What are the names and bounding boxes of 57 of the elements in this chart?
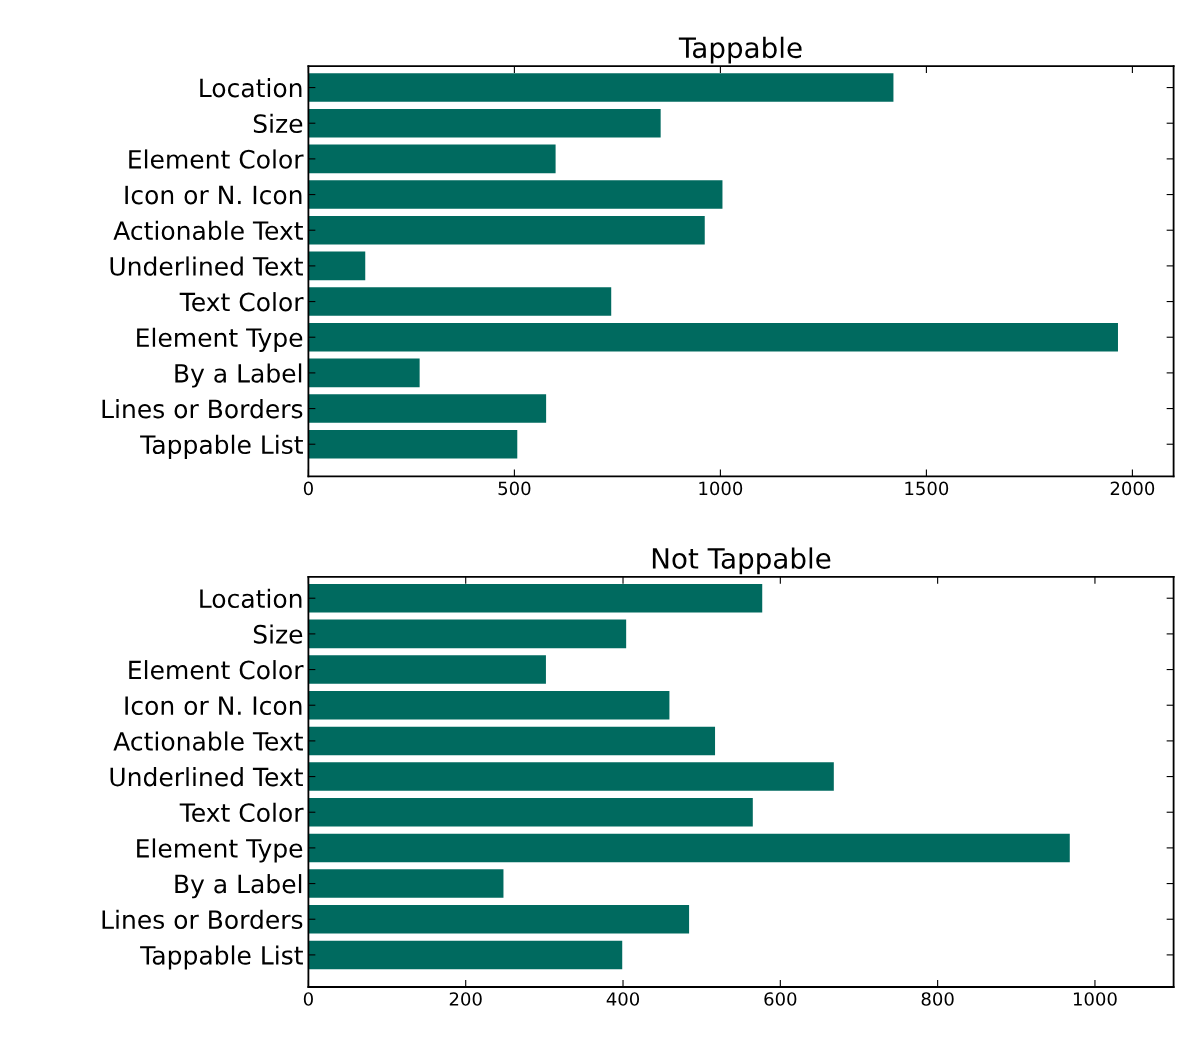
x-tick-label: 0 [303, 481, 313, 496]
chart-title: Tappable [678, 36, 802, 64]
x-tick-label: 1500 [905, 481, 949, 496]
y-tick-label: Element Color [129, 660, 304, 680]
y-tick-label: Underlined Text [110, 256, 303, 276]
bar [308, 73, 894, 102]
y-tick-label: Actionable Text [113, 220, 303, 241]
bar [308, 394, 547, 423]
x-tick-label: 800 [921, 992, 954, 1006]
bar [308, 215, 705, 245]
bar [308, 833, 1070, 863]
bar [308, 762, 834, 791]
bar [308, 690, 670, 720]
y-tick-label: By a Label [175, 363, 302, 388]
y-tick-label: Tappable List [140, 945, 303, 970]
x-tick-label: 400 [606, 992, 640, 1006]
y-tick-label: Tappable List [140, 434, 303, 459]
bar [308, 322, 1118, 352]
bar [308, 144, 556, 174]
x-tick-label: 200 [449, 992, 482, 1006]
y-tick-label: Location [200, 78, 302, 98]
x-tick-label: 0 [303, 992, 313, 1006]
bar [308, 180, 723, 209]
x-tick-label: 500 [498, 481, 531, 496]
y-tick-label: Text Color [179, 802, 304, 823]
y-tick-label: Actionable Text [113, 731, 303, 751]
y-tick-label: Location [200, 588, 302, 609]
bar [308, 583, 763, 613]
bar [308, 429, 518, 459]
y-tick-label: Size [253, 113, 303, 134]
bar [308, 287, 612, 316]
y-tick-label: Size [253, 624, 303, 644]
x-tick-label: 1000 [1073, 992, 1117, 1006]
chart-title: Not Tappable [652, 547, 831, 575]
y-tick-label: Icon or N. Icon [125, 696, 302, 716]
y-tick-label: Lines or Borders [102, 399, 303, 419]
bar [308, 869, 504, 898]
bar [308, 726, 716, 756]
y-tick-label: Underlined Text [110, 767, 303, 787]
bar [308, 655, 546, 684]
y-tick-label: By a Label [175, 874, 302, 899]
y-tick-label: Element Type [137, 838, 303, 863]
x-tick-label: 1000 [699, 481, 743, 496]
x-tick-label: 2000 [1110, 481, 1155, 496]
y-tick-label: Text Color [179, 292, 304, 312]
y-tick-label: Element Color [129, 149, 304, 169]
bar [308, 619, 627, 649]
y-tick-label: Lines or Borders [102, 909, 303, 930]
bar [308, 108, 661, 138]
y-tick-label: Icon or N. Icon [125, 185, 302, 205]
bar [308, 797, 753, 827]
bar [308, 358, 420, 388]
bar [308, 904, 690, 934]
bar [308, 251, 366, 281]
x-tick-label: 600 [764, 992, 797, 1006]
bar [308, 940, 623, 970]
y-tick-label: Element Type [137, 327, 303, 352]
